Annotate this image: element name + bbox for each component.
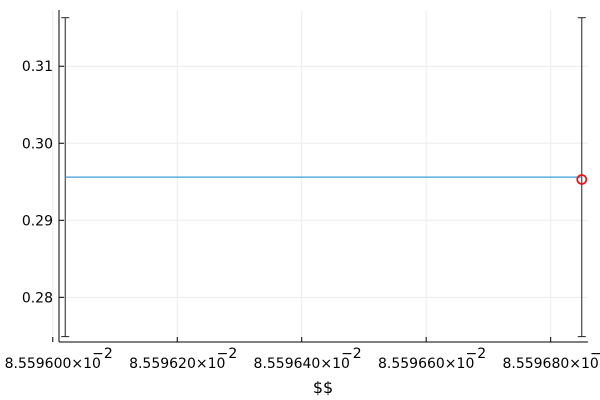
y-tick-label-3: 0.31	[22, 59, 53, 75]
highlight-point	[576, 174, 588, 185]
x-tick-exponent-1: −2	[217, 346, 238, 362]
y-tick-label-2: 0.30	[22, 136, 53, 152]
ticks: 0.280.290.300.318.559600×10−28.559620×10…	[5, 59, 600, 372]
x-tick-label-1: 8.559620×10	[129, 356, 225, 372]
y-tick-label-1: 0.29	[22, 213, 53, 229]
x-tick-exponent-2: −2	[341, 346, 362, 362]
x-tick-exponent-3: −2	[466, 346, 487, 362]
y-tick-label-0: 0.28	[22, 290, 53, 306]
x-tick-exponent-4: −2	[590, 346, 600, 362]
series	[61, 17, 586, 338]
highlight	[576, 174, 588, 185]
x-tick-label-4: 8.559680×10	[502, 356, 598, 372]
x-axis-label: $$	[313, 378, 333, 397]
grid	[52, 10, 588, 342]
x-tick-label-3: 8.559660×10	[378, 356, 474, 372]
x-tick-label-0: 8.559600×10	[5, 356, 101, 372]
axes	[58, 10, 588, 343]
x-tick-label-2: 8.559640×10	[254, 356, 350, 372]
x-tick-exponent-0: −2	[92, 346, 113, 362]
